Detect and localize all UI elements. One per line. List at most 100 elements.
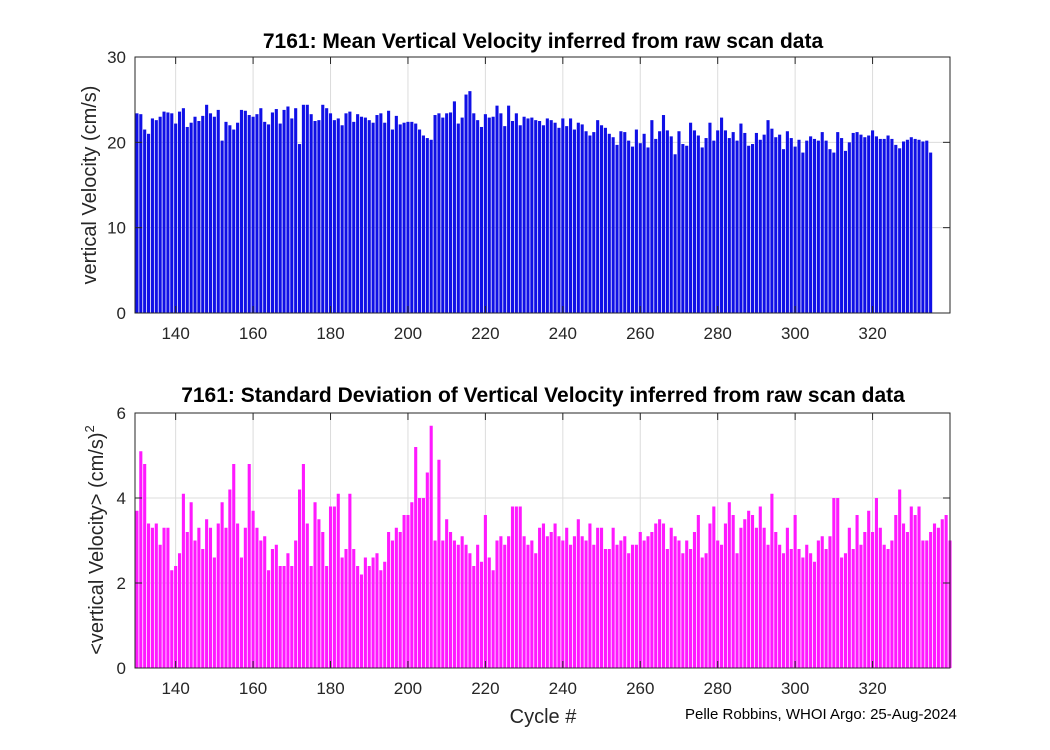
bar (499, 536, 503, 668)
bar (309, 566, 313, 668)
bar (750, 515, 755, 668)
bar (867, 510, 871, 668)
bar (487, 117, 491, 313)
x-tick-label: 320 (858, 324, 886, 343)
bar (433, 540, 437, 668)
bar (905, 139, 909, 313)
bar (251, 510, 255, 668)
bar (692, 130, 697, 313)
bar (743, 519, 747, 668)
bar (468, 91, 472, 313)
bar (418, 129, 422, 313)
bar (220, 502, 224, 668)
bar (185, 126, 189, 314)
bar (348, 493, 352, 668)
bar (793, 515, 797, 668)
bar (654, 138, 658, 313)
bar (836, 498, 840, 668)
bar (363, 117, 367, 313)
bar (479, 126, 484, 314)
bar (650, 532, 654, 668)
axes-frame (134, 56, 951, 314)
bar (905, 532, 909, 668)
bar (561, 118, 565, 313)
bar (325, 108, 329, 313)
bar (650, 120, 654, 313)
bar (572, 536, 576, 668)
bar (239, 109, 244, 313)
bar (510, 121, 515, 313)
bar (917, 139, 921, 313)
bar (464, 544, 468, 668)
bar (317, 120, 321, 313)
bar (371, 557, 375, 668)
bar (832, 152, 836, 313)
bar (708, 523, 712, 668)
bar (232, 464, 236, 668)
bar (557, 536, 561, 668)
bar (623, 536, 627, 668)
bar (781, 149, 786, 313)
bar (569, 118, 573, 313)
bar (874, 498, 878, 668)
bar (139, 114, 143, 313)
bar (859, 544, 863, 668)
bar (816, 540, 820, 668)
bar (685, 145, 689, 313)
bar (836, 132, 840, 313)
bar (464, 94, 468, 314)
bar (305, 104, 309, 313)
bar (251, 116, 255, 313)
bar (205, 519, 209, 668)
bar (840, 557, 844, 668)
bar (530, 117, 534, 313)
bar (437, 113, 441, 313)
mean-velocity-chart: 7161: Mean Vertical Velocity inferred fr… (79, 30, 951, 343)
bar (871, 532, 875, 668)
bar (185, 532, 189, 668)
bar (576, 519, 580, 668)
bar (727, 138, 731, 313)
x-tick-label: 140 (161, 324, 189, 343)
bar (301, 104, 305, 313)
bar (205, 104, 209, 313)
bar (352, 549, 356, 668)
bar (634, 544, 638, 668)
bar (278, 123, 282, 313)
bar (874, 136, 878, 313)
bar (166, 112, 170, 313)
bar (344, 113, 348, 313)
bar (228, 125, 232, 314)
bar (514, 506, 518, 668)
bar (212, 116, 216, 313)
bar (696, 135, 700, 313)
bar (429, 139, 433, 313)
y-tick-label: 10 (107, 219, 126, 238)
x-tick-label: 300 (781, 679, 809, 698)
bar (669, 136, 673, 313)
bar (332, 506, 336, 668)
bar (479, 561, 484, 668)
bar (305, 523, 309, 668)
bar (367, 566, 371, 668)
bar (236, 523, 240, 668)
bar (503, 544, 507, 668)
bar (669, 527, 673, 668)
y-axis-label: <vertical Velocity> (cm/s)2 (82, 425, 108, 655)
bar (491, 570, 495, 668)
bar (770, 493, 774, 668)
bar (147, 133, 151, 313)
bar (437, 459, 441, 668)
bar (704, 138, 708, 313)
bar (785, 527, 789, 668)
bar (611, 137, 615, 313)
bar (379, 570, 383, 668)
bar (259, 108, 263, 313)
bar (901, 523, 906, 668)
bar (189, 122, 193, 313)
bar (843, 553, 848, 668)
bar (832, 498, 836, 668)
bar (588, 135, 592, 313)
bar (232, 129, 236, 313)
bar (228, 489, 232, 668)
